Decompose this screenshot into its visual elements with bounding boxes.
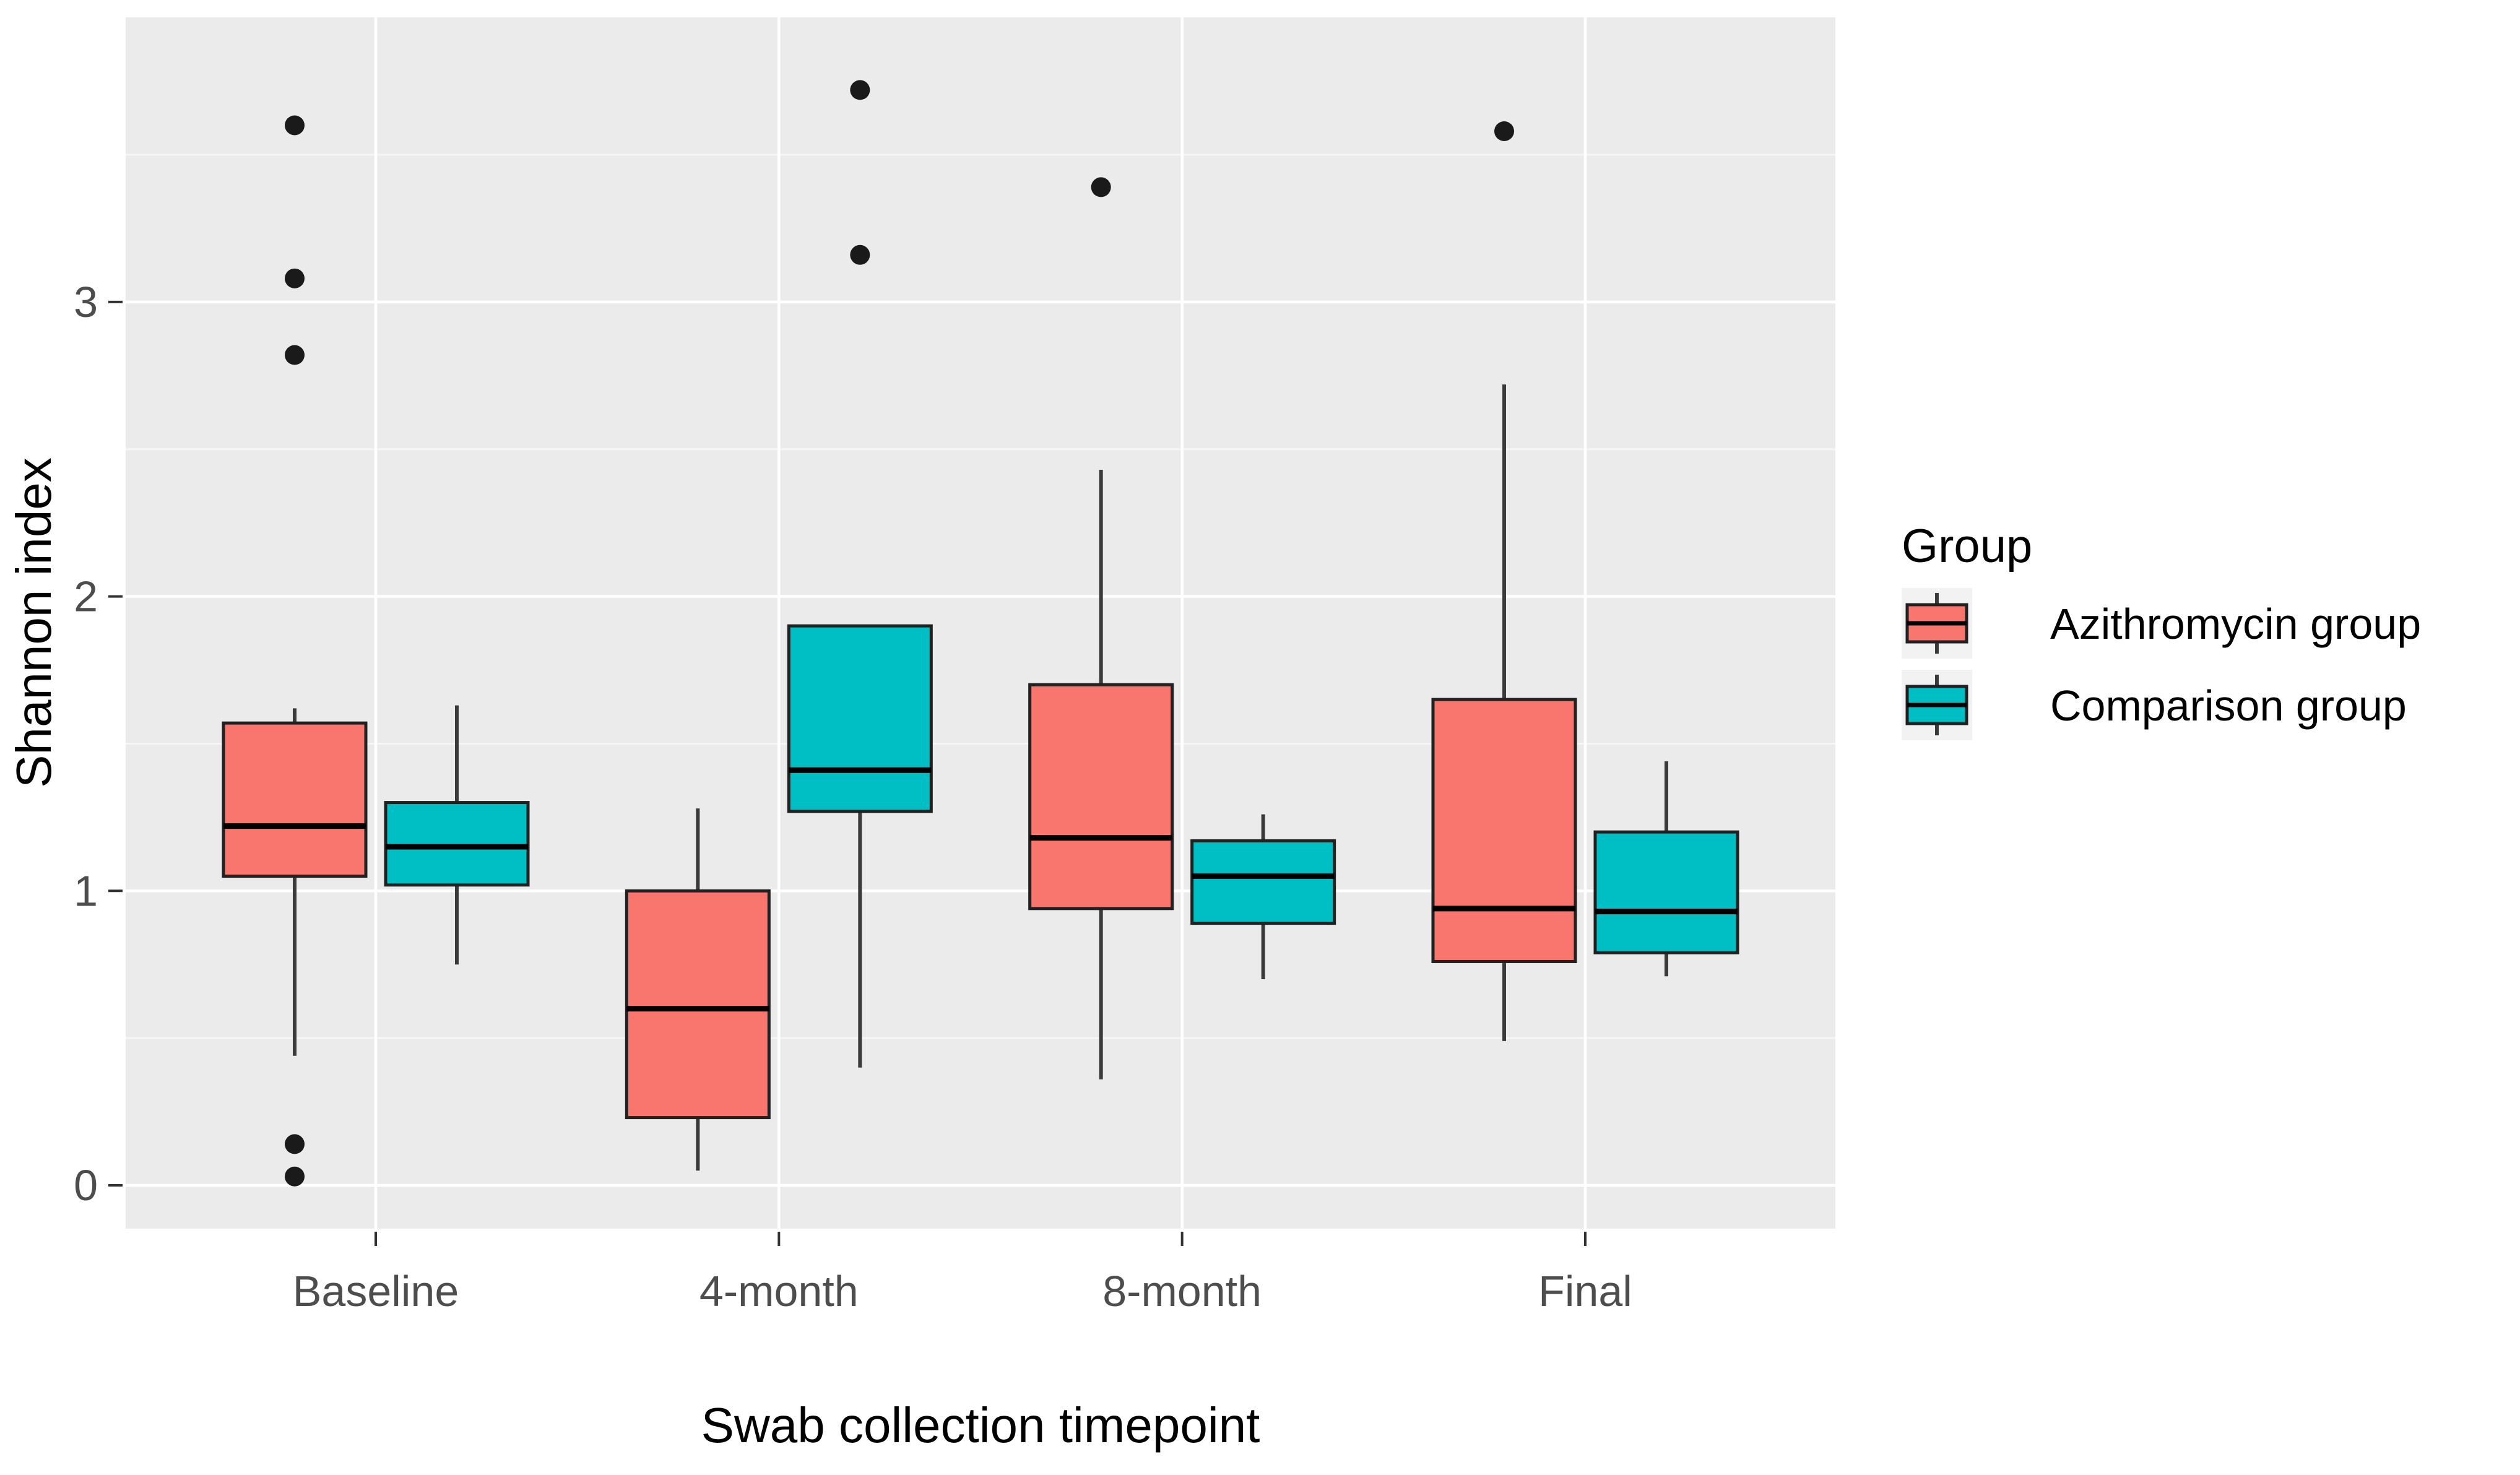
y-tick-label-1: 1 (74, 867, 98, 915)
x-tick-label-4-month: 4-month (699, 1267, 859, 1315)
legend-entry-label: Comparison group (2050, 681, 2407, 730)
iqr-box (625, 889, 771, 1120)
x-tick-label-final: Final (1538, 1267, 1632, 1315)
y-tick-label-3: 3 (74, 278, 98, 326)
boxplot-comparison-8-month (1190, 814, 1336, 980)
outlier-point (285, 115, 305, 136)
boxplot-azithromycin-final (1431, 121, 1577, 1041)
outlier-point (850, 244, 870, 265)
gridlines (126, 17, 1835, 1229)
iqr-box (1028, 683, 1174, 911)
boxplot-comparison-4-month (787, 80, 933, 1068)
legend: Group Azithromycin group Comparison grou… (1902, 520, 2421, 740)
iqr-box (384, 801, 530, 887)
outlier-point (1091, 177, 1111, 197)
y-axis-title: Shannon index (6, 457, 61, 788)
y-tick-label-2: 2 (74, 573, 98, 621)
outlier-point (285, 1166, 305, 1187)
boxplot-comparison-final (1593, 761, 1739, 977)
iqr-box (787, 624, 933, 813)
legend-entry-label: Azithromycin group (2050, 600, 2421, 648)
outlier-point (1494, 121, 1514, 141)
boxplot-comparison-baseline (384, 705, 530, 965)
axis-tick-marks (108, 300, 1587, 1246)
axis-tick-labels: 0 1 2 3 Baseline 4-month 8-month Final (74, 278, 1632, 1315)
plot-panel (126, 17, 1835, 1229)
x-tick-label-8-month: 8-month (1102, 1267, 1262, 1315)
iqr-box (1431, 698, 1577, 963)
outlier-point (850, 80, 870, 100)
y-tick-label-0: 0 (74, 1161, 98, 1209)
legend-title: Group (1902, 520, 2032, 573)
legend-entry-comparison: Comparison group (1902, 670, 2407, 740)
iqr-box (222, 721, 368, 878)
boxplot-series (222, 80, 1739, 1187)
iqr-box (1593, 830, 1739, 954)
x-axis-title: Swab collection timepoint (701, 1398, 1260, 1453)
x-tick-label-baseline: Baseline (293, 1267, 459, 1315)
boxplot-azithromycin-4-month (625, 808, 771, 1171)
outlier-point (285, 1134, 305, 1154)
iqr-box (1190, 839, 1336, 925)
legend-entry-azithromycin: Azithromycin group (1902, 588, 2421, 659)
boxplot-azithromycin-baseline (222, 115, 368, 1187)
outlier-point (285, 268, 305, 288)
boxplot-azithromycin-8-month (1028, 177, 1174, 1079)
outlier-point (285, 345, 305, 365)
